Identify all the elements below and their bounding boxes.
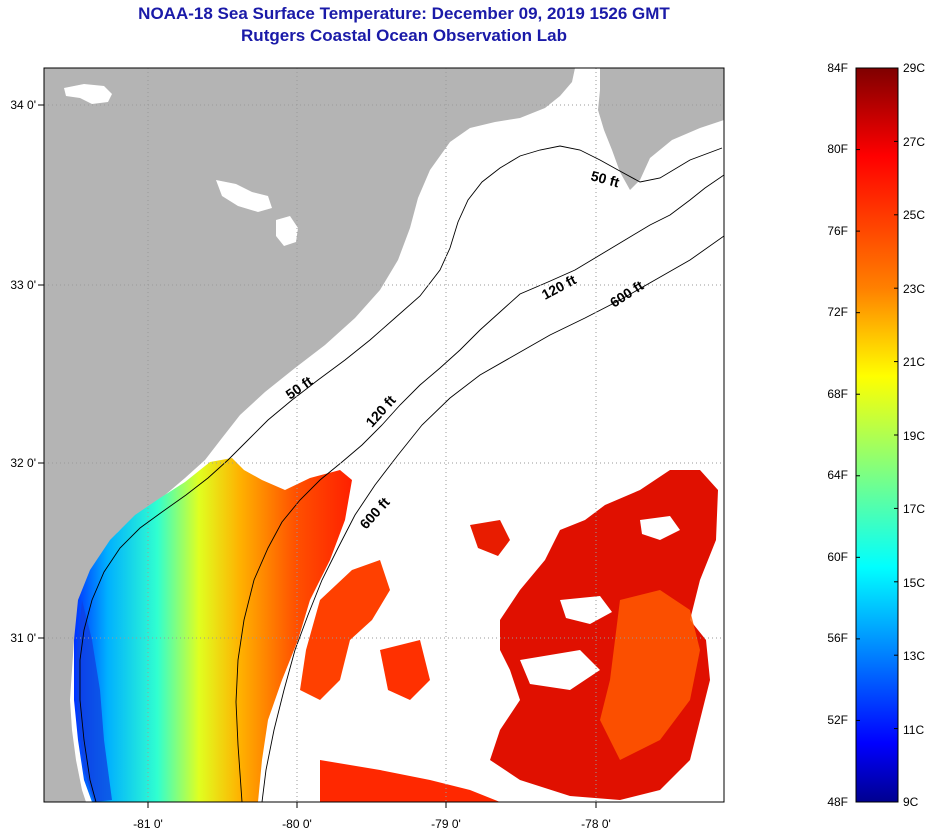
colorbar-f-label: 80F (827, 142, 848, 156)
contour-120ft (235, 174, 724, 802)
lon-tick-label: -79 0' (431, 817, 461, 831)
map-title: NOAA-18 Sea Surface Temperature: Decembe… (138, 4, 670, 23)
colorbar-f-label: 64F (827, 468, 848, 482)
colorbar-ticks (856, 67, 898, 803)
colorbar-f-label: 48F (827, 795, 848, 809)
sst-warm-patch (320, 760, 500, 802)
contour-label-50ft: 50 ft (589, 167, 621, 190)
colorbar-f-label: 68F (827, 387, 848, 401)
colorbar-f-label: 56F (827, 631, 848, 645)
lat-tick-label: 33 0' (10, 278, 36, 292)
map-subtitle: Rutgers Coastal Ocean Observation Lab (241, 26, 567, 45)
cape-fear-land (598, 68, 724, 190)
lon-tick-label: -81 0' (133, 817, 163, 831)
sst-warm-patch (380, 640, 430, 700)
colorbar-c-label: 13C (903, 649, 925, 663)
cloud-gap (560, 596, 612, 624)
colorbar-c-label: 15C (903, 576, 925, 590)
map-frame (43, 67, 725, 803)
contour-600ft (261, 235, 724, 802)
colorbar-c-label: 25C (903, 208, 925, 222)
sst-warm-patch (470, 520, 510, 556)
lon-tick-label: -80 0' (282, 817, 312, 831)
sst-nearshore-blue (76, 600, 112, 802)
colorbar-c-label: 11C (903, 723, 924, 737)
colorbar-f-label: 60F (827, 550, 848, 564)
map-area (44, 68, 724, 802)
cloud-gap (640, 516, 680, 540)
graticule (44, 68, 724, 802)
sst-coastal-field (74, 458, 352, 802)
colorbar-f-label: 84F (827, 61, 848, 75)
colorbar (855, 67, 899, 803)
lat-tick-label: 31 0' (10, 631, 36, 645)
colorbar-f-label: 76F (827, 224, 848, 238)
colorbar-c-label: 27C (903, 135, 925, 149)
colorbar-c-label: 29C (903, 61, 925, 75)
axis-ticks (38, 104, 597, 808)
colorbar-c-label: 23C (903, 282, 925, 296)
land-mass (44, 68, 575, 802)
colorbar-f-label: 72F (827, 305, 848, 319)
colorbar-c-label: 17C (903, 502, 925, 516)
colorbar-c-label: 21C (903, 355, 925, 369)
lake-patch (276, 216, 298, 246)
colorbar-c-label: 19C (903, 429, 925, 443)
lat-tick-label: 34 0' (10, 98, 36, 112)
lat-tick-label: 32 0' (10, 456, 36, 470)
colorbar-f-label: 52F (827, 713, 848, 727)
sst-warm-patch (300, 560, 390, 700)
lon-tick-label: -78 0' (581, 817, 611, 831)
cloud-gap (520, 650, 600, 690)
colorbar-c-label: 9C (903, 795, 919, 809)
lake-patch (64, 84, 112, 104)
sst-warm-band (600, 590, 700, 760)
contour-50ft (79, 145, 723, 802)
lake-patch (216, 180, 272, 212)
